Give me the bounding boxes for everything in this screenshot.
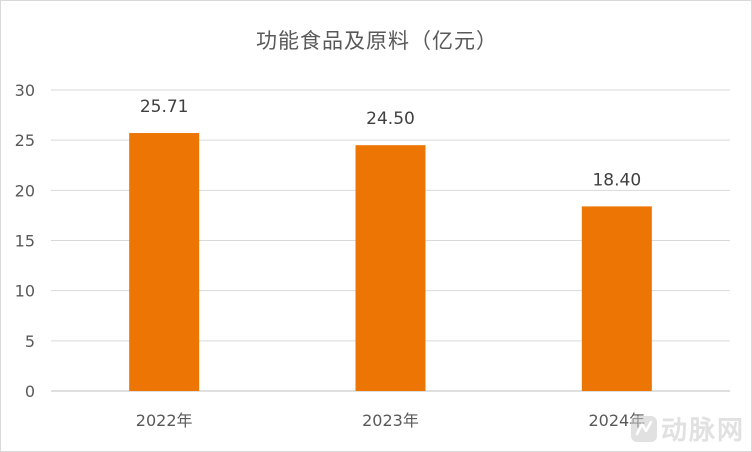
bar — [355, 145, 426, 391]
data-label: 24.50 — [366, 109, 415, 129]
bar — [129, 133, 200, 391]
bar — [581, 206, 652, 391]
bars — [129, 133, 652, 391]
watermark-text: 动脉网 — [660, 416, 745, 446]
y-tick-label: 5 — [25, 332, 35, 351]
chart-title: 功能食品及原料（亿元） — [256, 29, 498, 53]
x-tick-label: 2022年 — [136, 411, 193, 430]
y-tick-label: 15 — [15, 232, 35, 251]
watermark: 动脉网 — [630, 410, 745, 447]
arterial-network-logo-icon — [630, 415, 657, 442]
y-tick-label: 0 — [25, 382, 35, 401]
data-label: 25.71 — [140, 97, 189, 117]
y-axis-ticks: 0 5 10 15 20 25 30 — [15, 81, 35, 401]
data-label: 18.40 — [592, 170, 641, 190]
y-tick-label: 25 — [15, 131, 35, 150]
data-labels: 25.71 24.50 18.40 — [140, 97, 641, 190]
y-tick-label: 20 — [15, 181, 35, 200]
x-tick-label: 2023年 — [362, 411, 419, 430]
y-tick-label: 10 — [15, 282, 35, 301]
y-tick-label: 30 — [15, 81, 35, 100]
x-axis-ticks: 2022年 2023年 2024年 — [136, 411, 645, 430]
